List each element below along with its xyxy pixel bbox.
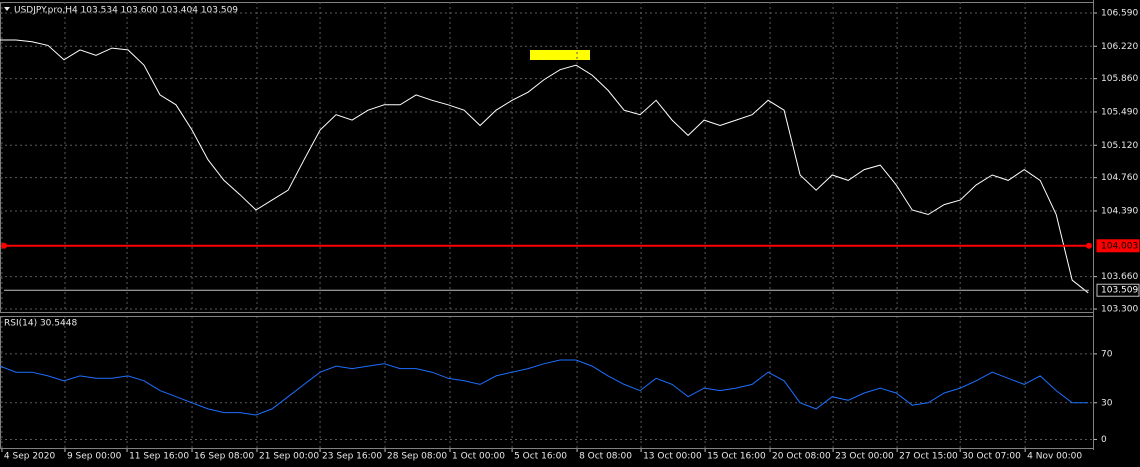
x-tick-label: 23 Sep 16:00 — [322, 452, 382, 462]
level-label-box — [1096, 239, 1140, 253]
level-handle — [1, 242, 7, 249]
x-tick-label: 1 Oct 00:00 — [452, 452, 505, 462]
menu-arrow[interactable] — [4, 7, 10, 11]
x-tick-label: 16 Sep 08:00 — [194, 452, 254, 462]
x-tick-label: 30 Oct 07:00 — [962, 452, 1021, 462]
x-tick-label: 8 Oct 08:00 — [579, 452, 632, 462]
x-tick-label: 27 Oct 15:00 — [899, 452, 958, 462]
y-tick-label: 106.590 — [1101, 8, 1138, 18]
series-line — [0, 359, 1089, 416]
y-tick-label: 0 — [1101, 435, 1107, 445]
highlight-box — [530, 50, 590, 60]
x-tick-label: 4 Nov 00:00 — [1027, 452, 1082, 462]
x-tick-label: 5 Oct 16:00 — [514, 452, 567, 462]
x-tick-label: 15 Oct 16:00 — [707, 452, 766, 462]
level-label: 104.003 — [1101, 241, 1138, 251]
x-tick-label: 21 Sep 00:00 — [259, 452, 319, 462]
panel-title: RSI(14) 30.5448 — [4, 319, 77, 329]
x-tick-label: 4 Sep 2020 — [4, 452, 56, 462]
y-tick-label: 106.220 — [1101, 42, 1138, 52]
y-tick-label: 105.120 — [1101, 141, 1138, 151]
y-tick-label: 103.300 — [1101, 305, 1138, 315]
y-tick-label: 104.760 — [1101, 173, 1138, 183]
level-label: 103.509 — [1101, 286, 1138, 296]
level-handle — [1086, 242, 1092, 249]
x-tick-label: 11 Sep 16:00 — [129, 452, 189, 462]
x-tick-label: 28 Sep 08:00 — [387, 452, 447, 462]
y-tick-label: 103.660 — [1101, 272, 1138, 282]
level-label-box — [1096, 283, 1140, 297]
series-line — [0, 39, 1089, 294]
x-tick-label: 9 Sep 00:00 — [67, 452, 122, 462]
x-tick-label: 20 Oct 08:00 — [772, 452, 831, 462]
y-tick-label: 104.390 — [1101, 206, 1138, 216]
y-tick-label: 30 — [1101, 398, 1113, 408]
panel-title: USDJPY.pro,H4 103.534 103.600 103.404 10… — [14, 6, 238, 16]
x-tick-label: 23 Oct 00:00 — [835, 452, 894, 462]
x-tick-label: 13 Oct 00:00 — [643, 452, 702, 462]
y-tick-label: 70 — [1101, 349, 1113, 359]
y-tick-label: 105.490 — [1101, 107, 1138, 117]
y-tick-label: 105.860 — [1101, 74, 1138, 84]
